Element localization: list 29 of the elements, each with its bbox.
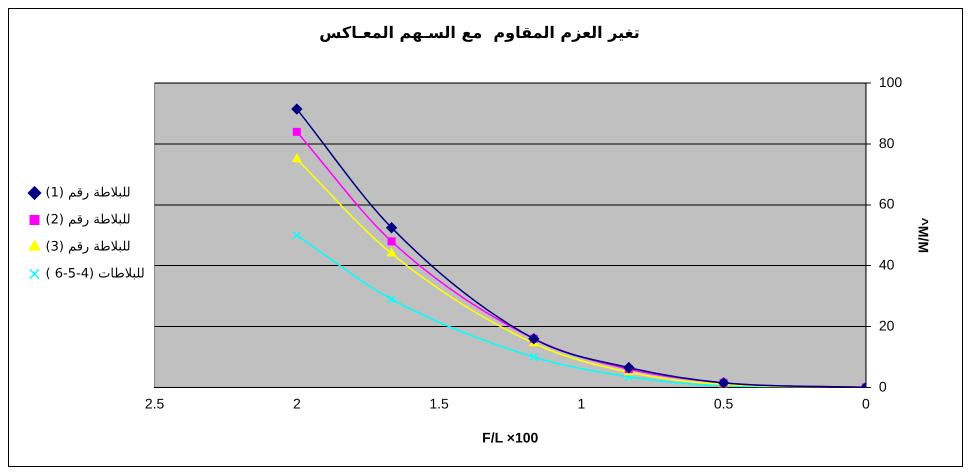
x-tick-label: 1.5 xyxy=(429,396,450,412)
point xyxy=(292,231,302,240)
point xyxy=(292,128,301,136)
y-axis-title: ^M/M xyxy=(916,218,932,253)
legend-label: للبلاطة رقم (3) xyxy=(46,239,131,254)
y-tick-label: 60 xyxy=(878,196,895,212)
point xyxy=(291,104,302,115)
legend-label: للبلاطة رقم (2) xyxy=(46,212,131,228)
point xyxy=(386,248,396,257)
chart-title: تغير العزم المقاوم مع السـهم المعـاكس xyxy=(319,22,640,42)
x-axis-title: F/L ×100 xyxy=(482,429,539,446)
x-tick-label: 0.5 xyxy=(714,396,734,412)
x-tick-label: 2 xyxy=(292,396,301,412)
y-tick-label: 40 xyxy=(878,256,895,273)
point xyxy=(386,222,398,234)
x-tick-label: 1 xyxy=(577,396,586,412)
point xyxy=(292,154,302,162)
y-tick-label: 0 xyxy=(878,378,887,394)
legend-label: للبلاطات (4-5-6 ) xyxy=(46,266,145,282)
y-tick-label: 100 xyxy=(878,74,902,90)
y-tick-label: 20 xyxy=(878,317,895,334)
legend-label: للبلاطة رقم (1) xyxy=(46,185,131,200)
point xyxy=(530,352,538,362)
x-tick-label: 2.5 xyxy=(144,396,165,412)
point xyxy=(387,294,396,304)
point xyxy=(623,362,634,374)
y-tick-label: 80 xyxy=(878,134,895,151)
point xyxy=(388,237,396,246)
x-tick-label: 0 xyxy=(862,396,870,412)
